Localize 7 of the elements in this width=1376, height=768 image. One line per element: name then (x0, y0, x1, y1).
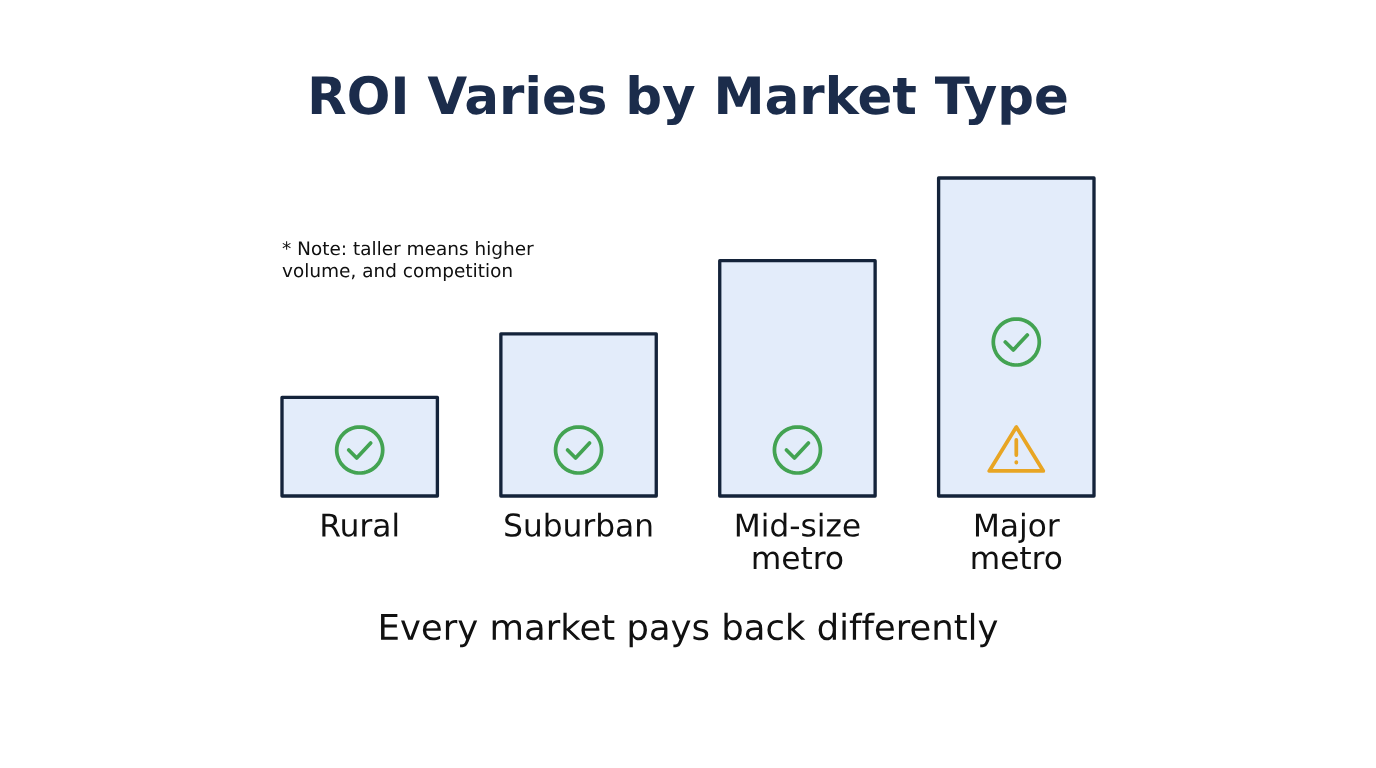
x-tick-label: Major metro (972, 512, 1062, 570)
annotation: * Note: taller means higher volume, and competition (282, 241, 534, 281)
x-tick-label: Mid-size metro (736, 512, 860, 570)
chart-title: ROI Varies by Market Type (311, 74, 1067, 126)
x-tick-label: Rural (322, 512, 398, 537)
x-tick-label: Suburban (505, 512, 652, 537)
text: Every market pays back differently (381, 612, 998, 648)
